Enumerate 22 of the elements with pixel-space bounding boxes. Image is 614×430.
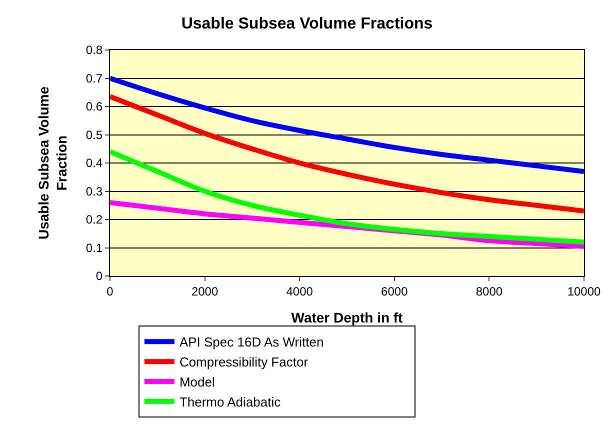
chart-title: Usable Subsea Volume Fractions xyxy=(181,15,433,32)
y-tick-label: 0.2 xyxy=(86,212,103,227)
x-tick-label: 2000 xyxy=(191,284,218,298)
y-tick-label: 0.5 xyxy=(86,128,103,142)
x-axis-title: Water Depth in ft xyxy=(291,310,404,326)
x-tick-label: 0 xyxy=(106,284,114,298)
x-tick-label: 6000 xyxy=(381,284,408,298)
x-tick-label: 10000 xyxy=(567,284,602,298)
y-axis-title: Usable Subsea Volume Fraction xyxy=(35,86,70,240)
y-tick-label: 0.1 xyxy=(86,240,103,255)
x-tick-label: 8000 xyxy=(476,284,503,298)
y-tick-label: 0.6 xyxy=(86,100,103,114)
legend-label: Thermo Adiabatic xyxy=(179,394,282,410)
x-tick-label: 4000 xyxy=(286,284,314,298)
legend-label: API Spec 16D As Written xyxy=(179,334,324,350)
y-tick-label: 0.7 xyxy=(86,71,103,86)
legend-label: Compressibility Factor xyxy=(179,354,309,370)
legend-label: Model xyxy=(179,374,215,390)
y-tick-label: 0 xyxy=(96,269,103,284)
y-tick-label: 0.8 xyxy=(86,43,103,58)
y-tick-label: 0.3 xyxy=(86,184,103,198)
y-tick-label: 0.4 xyxy=(86,156,103,170)
